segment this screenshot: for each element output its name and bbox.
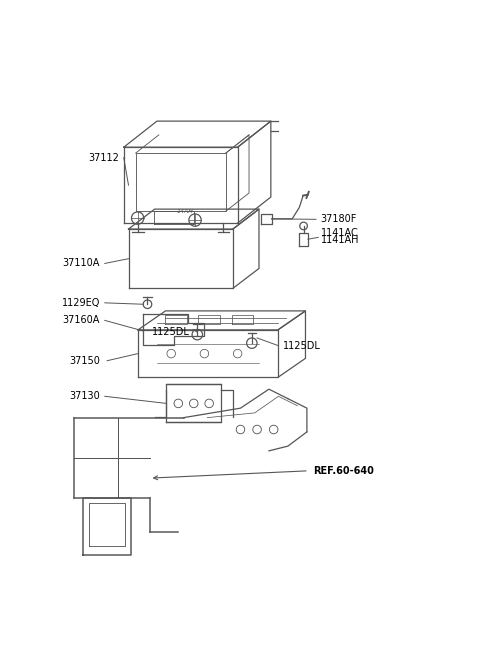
Text: 37110A: 37110A	[63, 259, 100, 269]
Text: 1141AC: 1141AC	[321, 227, 359, 238]
Text: 1141AH: 1141AH	[321, 234, 359, 245]
Text: 14AH: 14AH	[177, 209, 194, 214]
Text: 37130: 37130	[69, 391, 100, 402]
Text: 1125DL: 1125DL	[283, 341, 321, 350]
Text: REF.60-640: REF.60-640	[313, 466, 374, 476]
Text: 37150: 37150	[69, 356, 100, 365]
Text: 37160A: 37160A	[63, 316, 100, 326]
Text: 1125DL: 1125DL	[152, 328, 190, 337]
Text: 1129EQ: 1129EQ	[61, 298, 100, 308]
Text: 37180F: 37180F	[321, 214, 357, 224]
Text: 37112: 37112	[88, 153, 119, 162]
